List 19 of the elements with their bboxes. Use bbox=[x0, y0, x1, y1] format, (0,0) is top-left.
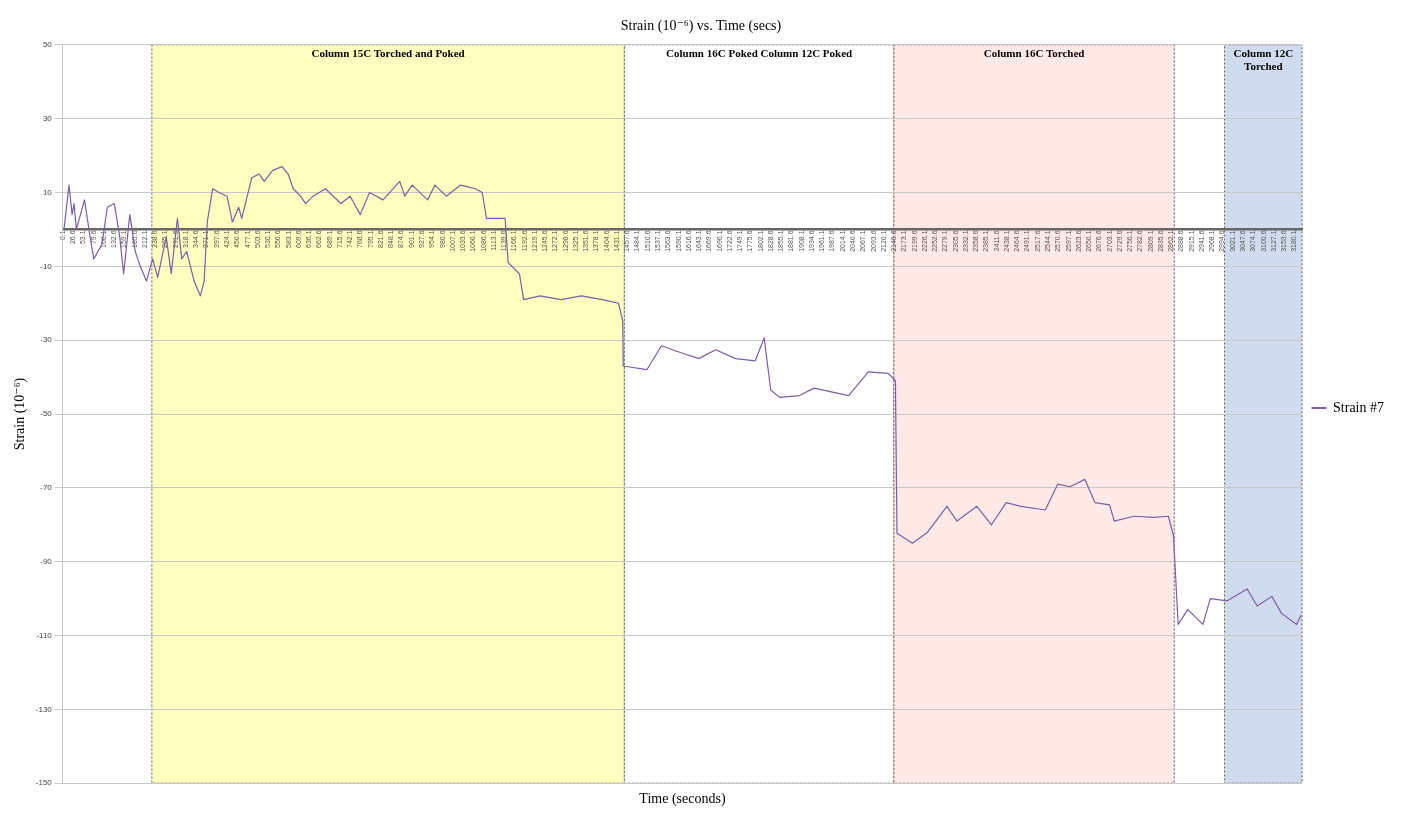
y-tick-label: -90 bbox=[40, 556, 53, 566]
y-tick-label: 50 bbox=[42, 40, 53, 49]
y-tick-label: -10 bbox=[40, 261, 53, 271]
band-label: Column 16C Poked Column 12C Poked bbox=[666, 47, 853, 60]
band-label: Column 16C Torched bbox=[983, 47, 1085, 60]
y-tick-label: -150 bbox=[35, 778, 53, 788]
y-tick-label: -110 bbox=[36, 630, 53, 640]
y-tick-label: -130 bbox=[35, 704, 53, 714]
y-tick-label: -70 bbox=[40, 483, 53, 493]
y-tick-label: 10 bbox=[42, 187, 53, 197]
chart-title: Strain (10⁻⁶) vs. Time (secs) bbox=[620, 18, 782, 35]
y-tick-label: 30 bbox=[42, 113, 53, 123]
band-label: Column 12C Torched bbox=[1233, 47, 1294, 73]
band-label: Column 15C Torched and Poked bbox=[311, 47, 465, 60]
x-axis-title: Time (seconds) bbox=[639, 791, 726, 808]
y-tick-label: -50 bbox=[40, 409, 53, 419]
legend-label: Strain #7 bbox=[1333, 399, 1385, 415]
y-tick-label: -30 bbox=[40, 335, 53, 345]
y-axis-title: Strain (10⁻⁶) bbox=[12, 377, 29, 451]
